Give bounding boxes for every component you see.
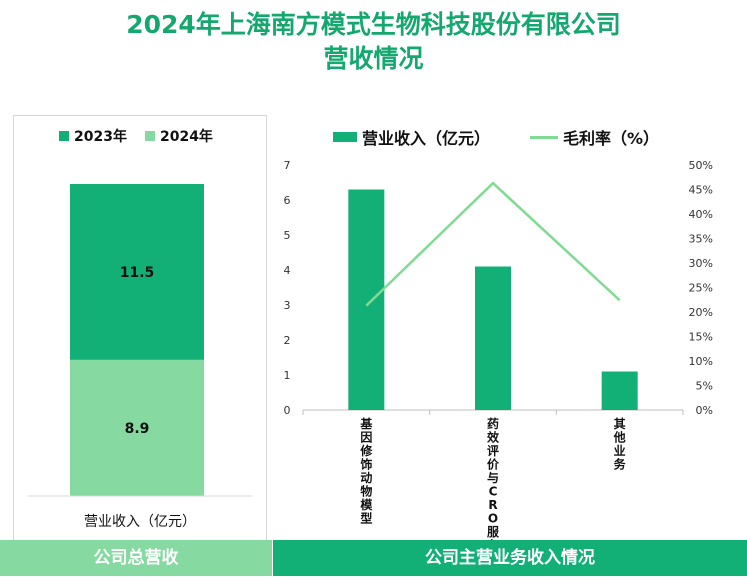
data-label-2024: 8.9 [125,421,150,437]
legend-item-2023: 2023年 [59,126,127,146]
footer-left: 公司总营收 [0,540,272,576]
revenue-bar [601,371,638,410]
y-right-tick: 20% [689,306,713,319]
data-label-2023: 11.5 [120,265,155,281]
legend-swatch-revenue [333,132,357,142]
y-right-tick: 10% [689,355,713,368]
bar-2024 [70,359,204,496]
legend-swatch-2024 [144,131,155,141]
category-label: 基因修饰动物模型 [359,416,373,526]
revenue-bar [348,189,385,410]
category-label: 其他业务 [613,416,627,472]
bar-2023 [70,184,204,360]
category-label: 药效评价与CRO服务 [487,416,500,540]
legend-swatch-2023 [59,131,69,141]
y-left-tick: 2 [284,334,291,347]
y-right-tick: 35% [689,233,713,246]
y-right-tick: 45% [689,184,713,197]
y-right-tick: 50% [689,159,713,172]
right-chart-svg: 0 1 2 3 4 5 6 7 0% 5% 10% 15% 20% 25% 30% 35% 40% 45% 50%… [284,159,714,540]
category-labels: 基因修饰动物模型 药效评价与CRO服务 其他业务 [359,416,626,540]
gross-margin-line [365,181,621,307]
legend-item-margin: 毛利率（%） [530,125,659,149]
y-right-tick: 25% [689,282,713,295]
right-legend: 营业收入（亿元） 毛利率（%） [333,125,677,149]
footer-right: 公司主营业务收入情况 [273,540,747,576]
y-left-tick: 0 [284,404,291,417]
y-right-tick: 30% [689,257,713,270]
left-chart-panel: 2023年 2024年 11.5 8.9 营业收入（亿元） [13,115,267,542]
y-left-tick: 7 [284,159,291,172]
title-line-1: 2024年上海南方模式生物科技股份有限公司 [126,10,621,39]
revenue-bar [475,266,511,410]
legend-label-2024: 2024年 [159,129,213,145]
title-line-2: 营收情况 [323,44,424,73]
legend-item-2024: 2024年 [144,126,213,146]
y-left-tick: 1 [284,369,291,382]
left-chart-svg: 11.5 8.9 营业收入（亿元） [28,184,252,530]
revenue-bars [348,189,638,410]
y-left-tick: 5 [284,229,291,242]
left-x-axis-label: 营业收入（亿元） [84,514,196,530]
x-axis-ticks [302,410,684,415]
legend-label-2023: 2023年 [74,129,127,145]
legend-swatch-margin [530,135,559,139]
right-chart-panel: 营业收入（亿元） 毛利率（%） 0 1 2 3 4 5 6 7 0% 5% 10% 15% 20% 25… [273,115,733,540]
legend-label-margin: 毛利率（%） [563,129,660,148]
y-left-tick: 6 [284,194,291,207]
y-right-tick: 15% [689,331,713,344]
right-y-axis: 0% 5% 10% 15% 20% 25% 30% 35% 40% 45% 50% [689,159,713,417]
y-right-tick: 0% [696,404,713,417]
y-left-tick: 4 [284,264,291,277]
y-right-tick: 40% [689,208,713,221]
legend-label-revenue: 营业收入（亿元） [362,129,491,148]
legend-item-revenue: 营业收入（亿元） [333,125,490,149]
left-y-axis: 0 1 2 3 4 5 6 7 [284,159,291,417]
y-left-tick: 3 [284,299,291,312]
left-legend: 2023年 2024年 [59,126,231,146]
y-right-tick: 5% [696,380,713,393]
chart-title: 2024年上海南方模式生物科技股份有限公司 营收情况 [0,8,747,76]
